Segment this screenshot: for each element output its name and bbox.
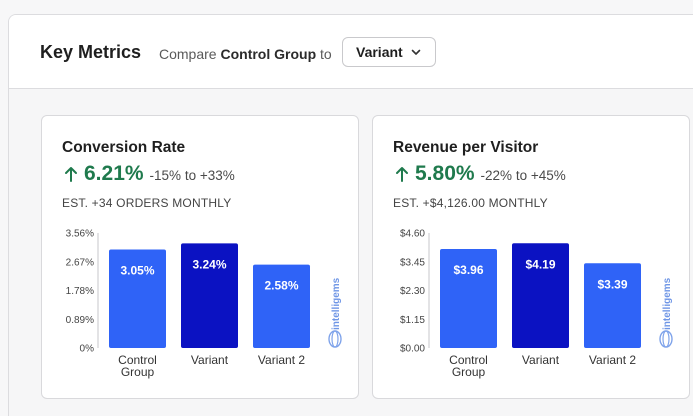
arrow-up-icon — [396, 167, 408, 182]
category-label: Control — [118, 353, 157, 367]
metric-row: 5.80% -22% to +45% — [395, 162, 566, 186]
bar[interactable] — [253, 264, 310, 348]
bar-value-label: 3.05% — [120, 263, 154, 277]
compare-prefix: Compare — [159, 46, 217, 62]
page-title: Key Metrics — [40, 42, 142, 62]
y-tick-label: 1.78% — [66, 286, 94, 297]
category-label: Variant 2 — [258, 353, 305, 367]
brand-logo-icon — [328, 330, 342, 348]
y-tick-label: 2.67% — [66, 257, 94, 268]
panel-header: Key Metrics Compare Control Group to Var… — [9, 15, 693, 89]
metric-row: 6.21% -15% to +33% — [64, 162, 235, 186]
chevron-down-icon — [411, 49, 421, 55]
metric-estimate: EST. +34 ORDERS MONTHLY — [62, 196, 232, 210]
metric-value: 5.80% — [415, 162, 475, 185]
bar-value-label: $4.19 — [525, 257, 555, 271]
bar-value-label: $3.96 — [453, 263, 483, 277]
bar-value-label: $3.39 — [597, 277, 627, 291]
brand-name: intelligems — [662, 277, 673, 330]
variant-select-value: Variant — [356, 44, 403, 60]
compare-group: Control Group — [220, 46, 317, 62]
metric-estimate: EST. +$4,126.00 MONTHLY — [393, 196, 548, 210]
compare-to: to — [320, 46, 332, 62]
y-tick-label: 0.89% — [66, 315, 94, 326]
bar[interactable] — [109, 249, 166, 348]
bar-chart-svg: $4.60 $3.45 $2.30 $1.15 $0.00 $3.96 ControlGro… — [400, 229, 673, 380]
bar-value-label: 2.58% — [264, 279, 298, 293]
y-tick-label: $3.45 — [400, 257, 425, 268]
arrow-up-icon — [65, 167, 77, 182]
bar[interactable] — [181, 243, 238, 348]
y-tick-label: $0.00 — [400, 344, 425, 355]
variant-select[interactable]: Variant — [342, 37, 436, 67]
category-label: Group — [452, 365, 486, 379]
key-metrics-panel: Key Metrics Compare Control Group to Var… — [8, 14, 693, 416]
y-tick-label: $1.15 — [400, 315, 425, 326]
brand-name: intelligems — [331, 277, 342, 330]
category-label: Variant — [191, 353, 229, 367]
category-label: Variant 2 — [589, 353, 636, 367]
y-tick-label: 3.56% — [66, 229, 94, 240]
brand-logo-icon — [659, 330, 673, 348]
metric-card-conversion-rate: Conversion Rate 6.21% -15% to +33% EST. … — [41, 115, 359, 399]
bar-chart: 3.56% 2.67% 1.78% 0.89% 0% 3.05% Control Group 3… — [42, 224, 360, 400]
bar[interactable] — [512, 243, 569, 348]
bar-value-label: 3.24% — [192, 257, 226, 271]
y-tick-label: 0% — [80, 344, 95, 355]
metric-range: -15% to +33% — [149, 168, 235, 183]
category-label: Group — [121, 365, 155, 379]
metric-card-revenue-per-visitor: Revenue per Visitor 5.80% -22% to +45% E… — [372, 115, 690, 399]
compare-text: Compare Control Group to — [159, 46, 332, 62]
intelligems-watermark: intelligems — [659, 277, 673, 348]
category-label: Variant — [522, 353, 560, 367]
bar-chart: $4.60 $3.45 $2.30 $1.15 $0.00 $3.96 Control Gro… — [373, 224, 691, 400]
metric-range: -22% to +45% — [480, 168, 566, 183]
y-tick-label: $4.60 — [400, 229, 425, 240]
bar[interactable] — [440, 249, 497, 348]
y-tick-label: $2.30 — [400, 286, 425, 297]
category-label: Control — [449, 353, 488, 367]
bar[interactable] — [584, 263, 641, 348]
brand-logo-inner — [662, 330, 670, 348]
metric-value: 6.21% — [84, 162, 144, 185]
intelligems-watermark: intelligems — [328, 277, 342, 348]
card-title: Conversion Rate — [62, 139, 186, 156]
brand-logo-inner — [331, 330, 339, 348]
card-title: Revenue per Visitor — [393, 139, 539, 156]
